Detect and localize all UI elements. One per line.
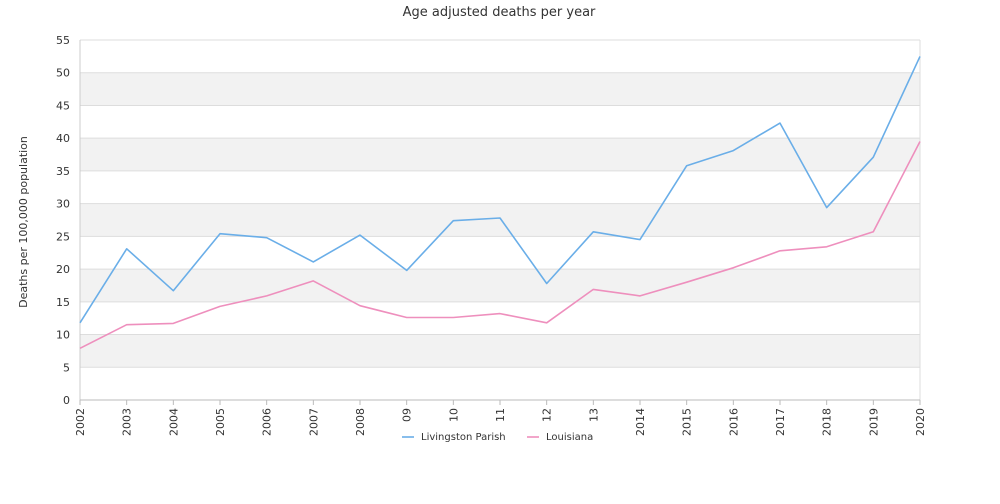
gridlines	[79, 39, 921, 401]
x-tick-label: 09	[401, 408, 414, 422]
y-axis-ticks: 0 5 10 15 20 25 30 35 40 45 50 55	[56, 34, 70, 407]
y-tick-label: 40	[56, 132, 70, 145]
grid-band	[80, 138, 920, 171]
y-tick-label: 5	[63, 361, 70, 374]
series-line-louisiana	[79, 141, 921, 350]
series-lines	[79, 56, 921, 350]
x-tick-label: 2020	[914, 408, 927, 436]
x-tick-label: 13	[587, 408, 600, 422]
x-tick-label: 2016	[727, 408, 740, 436]
y-tick-label: 15	[56, 296, 70, 309]
y-tick-label: 10	[56, 329, 70, 342]
grid-band	[80, 334, 920, 368]
grid-bands	[80, 72, 920, 368]
x-tick-label: 2014	[634, 408, 647, 436]
legend-label: Livingston Parish	[421, 432, 506, 443]
y-tick-label: 20	[56, 263, 70, 276]
y-tick-label: 35	[56, 165, 70, 178]
y-tick-label: 55	[56, 34, 70, 47]
x-tick-label: 2019	[867, 408, 880, 436]
x-tick-label: 2007	[307, 408, 320, 436]
y-tick-label: 50	[56, 67, 70, 80]
x-tick-label: 2018	[821, 408, 834, 436]
x-tick-label: 12	[541, 408, 554, 422]
chart-title: Age adjusted deaths per year	[403, 5, 596, 20]
grid-band	[80, 269, 920, 302]
y-axis-label: Deaths per 100,000 population	[17, 136, 30, 308]
x-tick-label: 2003	[121, 408, 134, 436]
x-tick-label: 2004	[167, 408, 180, 436]
y-tick-label: 0	[63, 394, 70, 407]
x-tick-label: 2015	[681, 408, 694, 436]
grid-band	[80, 203, 920, 237]
series-line-livingston-parish	[79, 56, 921, 324]
x-tick-label: 10	[447, 408, 460, 422]
x-axis-ticks: 2002 2003 2004 2005 2006 2007 2008 09 10 11 12 13 20…	[74, 400, 927, 436]
x-tick-label: 2008	[354, 408, 367, 436]
x-tick-label: 2006	[261, 408, 274, 436]
grid-band	[80, 72, 920, 106]
y-tick-label: 30	[56, 198, 70, 211]
x-tick-label: 2017	[774, 408, 787, 436]
y-tick-label: 45	[56, 99, 70, 112]
legend: Livingston Parish Louisiana	[402, 432, 593, 443]
y-tick-label: 25	[56, 230, 70, 243]
x-tick-label: 11	[494, 408, 507, 422]
legend-label: Louisiana	[546, 432, 593, 443]
x-tick-label: 2002	[74, 408, 87, 436]
x-tick-label: 2005	[214, 408, 227, 436]
